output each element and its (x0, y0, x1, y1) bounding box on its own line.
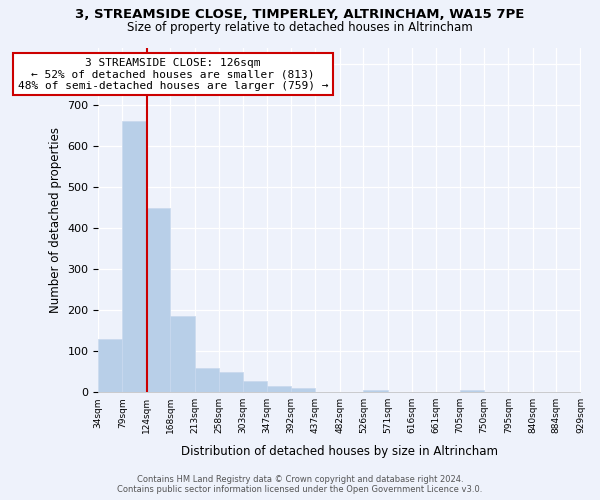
Text: Size of property relative to detached houses in Altrincham: Size of property relative to detached ho… (127, 21, 473, 34)
Bar (291, 388, 316, 392)
Bar (98, 339, 122, 392)
X-axis label: Distribution of detached houses by size in Altrincham: Distribution of detached houses by size … (181, 444, 498, 458)
Bar (243, 381, 267, 392)
Text: 3 STREAMSIDE CLOSE: 126sqm
← 52% of detached houses are smaller (813)
48% of sem: 3 STREAMSIDE CLOSE: 126sqm ← 52% of deta… (17, 58, 328, 91)
Y-axis label: Number of detached properties: Number of detached properties (49, 127, 62, 313)
Bar (460, 390, 484, 392)
Bar (364, 390, 388, 392)
Bar (194, 368, 219, 392)
Bar (122, 122, 146, 392)
Bar (146, 208, 170, 392)
Bar (267, 386, 291, 392)
Text: 3, STREAMSIDE CLOSE, TIMPERLEY, ALTRINCHAM, WA15 7PE: 3, STREAMSIDE CLOSE, TIMPERLEY, ALTRINCH… (76, 8, 524, 20)
Bar (170, 316, 194, 392)
Text: Contains HM Land Registry data © Crown copyright and database right 2024.
Contai: Contains HM Land Registry data © Crown c… (118, 474, 482, 494)
Bar (219, 372, 243, 392)
